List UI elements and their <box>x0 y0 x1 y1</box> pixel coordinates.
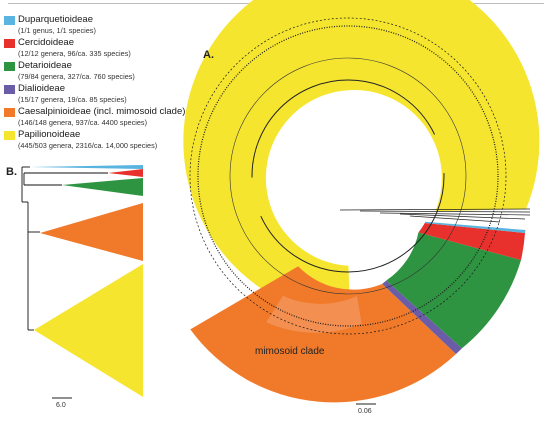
panel-a: A. mimosoid clade 0.06 <box>183 0 539 415</box>
triangle-caesalpinioideae <box>40 203 143 261</box>
triangle-detarioideae <box>62 178 143 196</box>
triangle-duparquetioideae <box>30 165 143 169</box>
panel-a-label: A. <box>203 49 214 61</box>
mimosoid-clade-label: mimosoid clade <box>255 346 325 357</box>
panel-b: B. 6.0 <box>6 165 143 409</box>
triangle-papilionoideae <box>34 264 143 397</box>
panel-b-scale-label: 6.0 <box>56 402 66 409</box>
panel-b-label: B. <box>6 166 17 178</box>
triangle-cercidoideae <box>108 169 143 177</box>
outgroup-branches <box>340 209 530 222</box>
panel-a-scale-label: 0.06 <box>358 408 372 415</box>
